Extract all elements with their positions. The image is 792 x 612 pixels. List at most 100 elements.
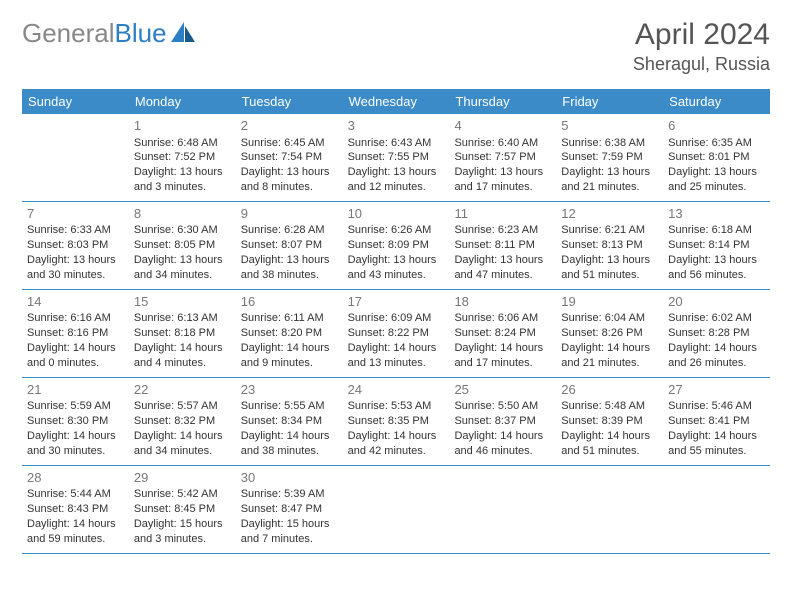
day-info: and 30 minutes. xyxy=(27,268,124,283)
day-info: Sunset: 8:07 PM xyxy=(241,238,338,253)
day-number: 7 xyxy=(27,205,124,223)
day-info: Sunrise: 6:43 AM xyxy=(348,136,445,151)
day-info: and 9 minutes. xyxy=(241,356,338,371)
day-info: and 34 minutes. xyxy=(134,268,231,283)
title-block: April 2024 Sheragul, Russia xyxy=(633,18,770,75)
day-number: 5 xyxy=(561,117,658,135)
day-number: 25 xyxy=(454,381,551,399)
day-cell: 12Sunrise: 6:21 AMSunset: 8:13 PMDayligh… xyxy=(556,202,663,289)
day-info: and 4 minutes. xyxy=(134,356,231,371)
day-info: Daylight: 14 hours xyxy=(241,341,338,356)
day-cell: 15Sunrise: 6:13 AMSunset: 8:18 PMDayligh… xyxy=(129,290,236,377)
day-info: Sunset: 8:11 PM xyxy=(454,238,551,253)
day-header: Friday xyxy=(556,89,663,114)
day-number: 3 xyxy=(348,117,445,135)
day-info: Sunrise: 5:44 AM xyxy=(27,487,124,502)
day-info: and 34 minutes. xyxy=(134,444,231,459)
day-info: and 38 minutes. xyxy=(241,268,338,283)
day-number: 1 xyxy=(134,117,231,135)
day-header: Tuesday xyxy=(236,89,343,114)
day-cell xyxy=(22,114,129,201)
day-number: 12 xyxy=(561,205,658,223)
day-info: and 46 minutes. xyxy=(454,444,551,459)
day-info: Sunrise: 6:21 AM xyxy=(561,223,658,238)
day-info: Sunrise: 5:50 AM xyxy=(454,399,551,414)
day-info: Sunset: 8:26 PM xyxy=(561,326,658,341)
day-info: Daylight: 14 hours xyxy=(134,429,231,444)
day-info: Daylight: 13 hours xyxy=(241,165,338,180)
calendar: Sunday Monday Tuesday Wednesday Thursday… xyxy=(22,89,770,554)
day-info: and 26 minutes. xyxy=(668,356,765,371)
day-cell: 20Sunrise: 6:02 AMSunset: 8:28 PMDayligh… xyxy=(663,290,770,377)
day-info: and 13 minutes. xyxy=(348,356,445,371)
day-cell: 30Sunrise: 5:39 AMSunset: 8:47 PMDayligh… xyxy=(236,466,343,553)
day-info: Daylight: 13 hours xyxy=(454,165,551,180)
day-info: Daylight: 14 hours xyxy=(561,341,658,356)
day-header: Saturday xyxy=(663,89,770,114)
day-number: 2 xyxy=(241,117,338,135)
day-number: 24 xyxy=(348,381,445,399)
day-info: Daylight: 15 hours xyxy=(241,517,338,532)
day-info: and 25 minutes. xyxy=(668,180,765,195)
day-info: Daylight: 13 hours xyxy=(454,253,551,268)
day-header: Wednesday xyxy=(343,89,450,114)
day-number: 17 xyxy=(348,293,445,311)
day-info: Sunset: 7:57 PM xyxy=(454,150,551,165)
day-cell: 2Sunrise: 6:45 AMSunset: 7:54 PMDaylight… xyxy=(236,114,343,201)
day-info: Daylight: 13 hours xyxy=(134,165,231,180)
day-info: Sunrise: 6:11 AM xyxy=(241,311,338,326)
day-cell xyxy=(449,466,556,553)
week-row: 7Sunrise: 6:33 AMSunset: 8:03 PMDaylight… xyxy=(22,202,770,290)
day-info: Sunrise: 6:26 AM xyxy=(348,223,445,238)
day-info: Sunrise: 5:55 AM xyxy=(241,399,338,414)
day-info: Sunrise: 6:23 AM xyxy=(454,223,551,238)
logo-text-1: General xyxy=(22,18,115,49)
day-info: Daylight: 13 hours xyxy=(561,253,658,268)
logo-text-2: Blue xyxy=(115,18,167,49)
day-info: Sunrise: 6:30 AM xyxy=(134,223,231,238)
day-info: Sunrise: 6:35 AM xyxy=(668,136,765,151)
day-info: Sunset: 7:59 PM xyxy=(561,150,658,165)
day-cell xyxy=(663,466,770,553)
day-cell: 26Sunrise: 5:48 AMSunset: 8:39 PMDayligh… xyxy=(556,378,663,465)
day-number: 20 xyxy=(668,293,765,311)
day-info: and 17 minutes. xyxy=(454,180,551,195)
day-info: and 55 minutes. xyxy=(668,444,765,459)
day-info: Sunset: 8:14 PM xyxy=(668,238,765,253)
day-cell: 28Sunrise: 5:44 AMSunset: 8:43 PMDayligh… xyxy=(22,466,129,553)
day-info: and 42 minutes. xyxy=(348,444,445,459)
day-info: and 8 minutes. xyxy=(241,180,338,195)
day-info: and 38 minutes. xyxy=(241,444,338,459)
day-info: Sunset: 8:39 PM xyxy=(561,414,658,429)
day-info: Sunrise: 6:06 AM xyxy=(454,311,551,326)
day-info: Daylight: 13 hours xyxy=(241,253,338,268)
day-info: and 3 minutes. xyxy=(134,532,231,547)
day-info: Sunset: 8:37 PM xyxy=(454,414,551,429)
day-cell: 19Sunrise: 6:04 AMSunset: 8:26 PMDayligh… xyxy=(556,290,663,377)
day-info: Daylight: 13 hours xyxy=(348,253,445,268)
day-info: Sunrise: 6:38 AM xyxy=(561,136,658,151)
day-info: Sunrise: 6:45 AM xyxy=(241,136,338,151)
day-info: and 56 minutes. xyxy=(668,268,765,283)
day-info: and 21 minutes. xyxy=(561,180,658,195)
day-info: Daylight: 14 hours xyxy=(134,341,231,356)
day-info: and 51 minutes. xyxy=(561,444,658,459)
day-info: Sunrise: 6:28 AM xyxy=(241,223,338,238)
day-info: Sunrise: 6:16 AM xyxy=(27,311,124,326)
day-info: Daylight: 14 hours xyxy=(348,341,445,356)
day-cell: 8Sunrise: 6:30 AMSunset: 8:05 PMDaylight… xyxy=(129,202,236,289)
day-info: Daylight: 14 hours xyxy=(27,429,124,444)
header: GeneralBlue April 2024 Sheragul, Russia xyxy=(22,18,770,75)
day-cell: 29Sunrise: 5:42 AMSunset: 8:45 PMDayligh… xyxy=(129,466,236,553)
day-info: Sunset: 8:09 PM xyxy=(348,238,445,253)
day-header: Sunday xyxy=(22,89,129,114)
day-info: and 47 minutes. xyxy=(454,268,551,283)
day-info: Sunrise: 6:13 AM xyxy=(134,311,231,326)
day-number: 15 xyxy=(134,293,231,311)
week-row: 21Sunrise: 5:59 AMSunset: 8:30 PMDayligh… xyxy=(22,378,770,466)
day-info: Daylight: 13 hours xyxy=(348,165,445,180)
day-info: Daylight: 14 hours xyxy=(27,341,124,356)
day-info: Sunset: 8:41 PM xyxy=(668,414,765,429)
day-cell: 4Sunrise: 6:40 AMSunset: 7:57 PMDaylight… xyxy=(449,114,556,201)
day-number: 13 xyxy=(668,205,765,223)
